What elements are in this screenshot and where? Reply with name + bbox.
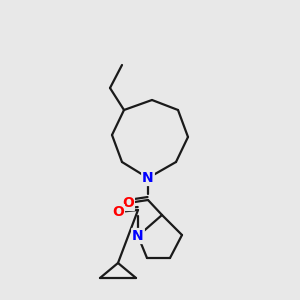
Text: O: O <box>112 205 124 219</box>
Text: N: N <box>142 171 154 185</box>
Text: O: O <box>122 196 134 210</box>
Text: N: N <box>132 229 144 243</box>
